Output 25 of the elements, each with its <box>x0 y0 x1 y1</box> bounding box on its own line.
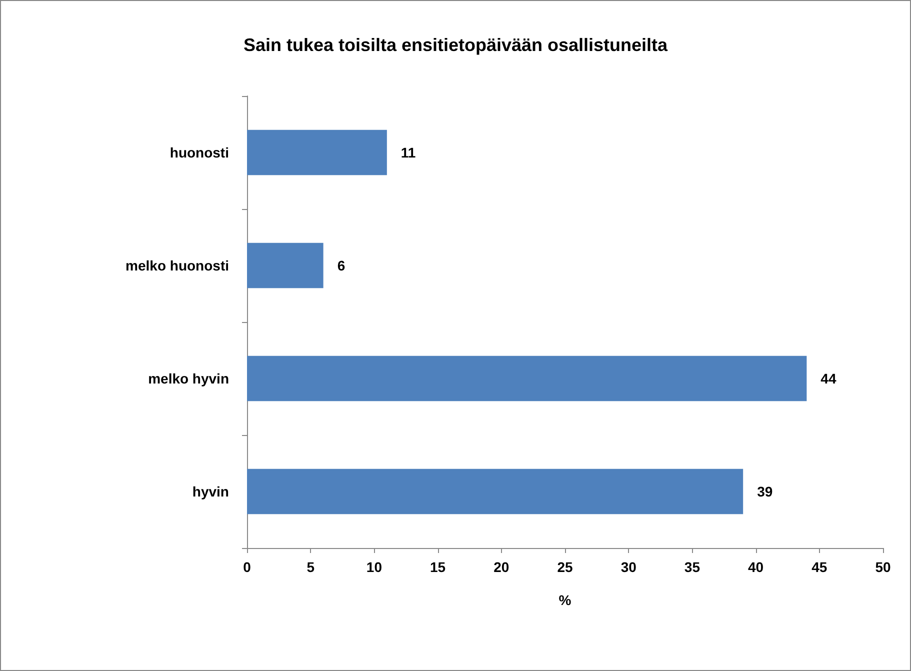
bar <box>247 242 324 288</box>
bar <box>247 356 807 402</box>
y-tick-label: huonosti <box>170 144 229 160</box>
data-label: 44 <box>820 370 836 386</box>
x-axis-title: % <box>558 592 572 608</box>
x-tick-label: 50 <box>875 559 891 575</box>
y-tick-label: melko huonosti <box>126 258 229 274</box>
x-tick-label: 45 <box>812 559 828 575</box>
x-tick-label: 0 <box>243 559 252 575</box>
data-label: 11 <box>400 144 416 160</box>
x-tick-label: 25 <box>557 559 573 575</box>
x-tick-label: 30 <box>620 559 637 575</box>
x-tick-label: 15 <box>430 559 446 575</box>
data-label: 39 <box>757 484 773 500</box>
data-label: 6 <box>337 258 346 274</box>
y-tick-label: hyvin <box>192 484 229 500</box>
x-tick-label: 35 <box>684 559 700 575</box>
chart-title: Sain tukea toisilta ensitietopäivään osallistuneilta <box>243 35 669 55</box>
x-tick-label: 40 <box>748 559 764 575</box>
x-tick-label: 10 <box>366 559 382 575</box>
x-tick-label: 20 <box>494 559 510 575</box>
y-tick-label: melko hyvin <box>148 370 229 386</box>
bar <box>247 130 387 176</box>
bar <box>247 468 744 514</box>
x-tick-label: 5 <box>306 559 315 575</box>
